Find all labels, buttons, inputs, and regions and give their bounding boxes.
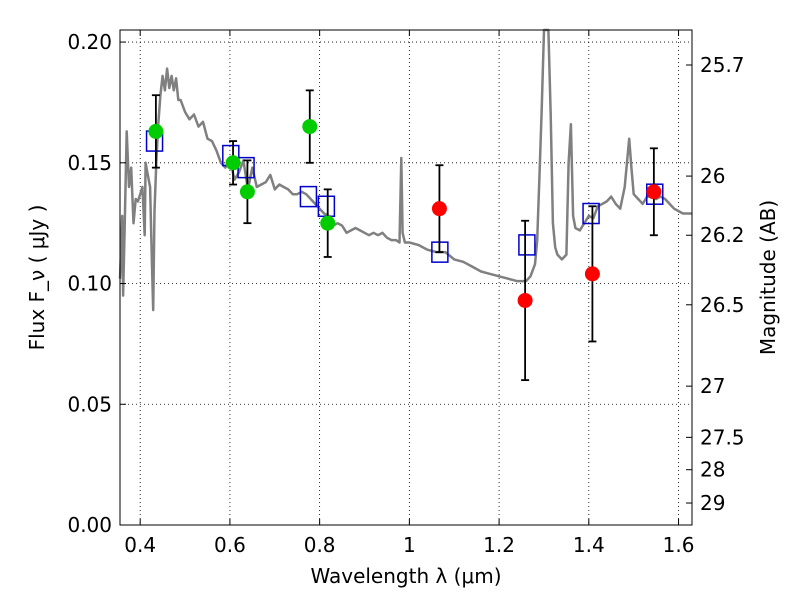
model-box-point <box>317 195 336 218</box>
y-tick-label: 0.00 <box>67 513 112 537</box>
right-tick-label: 25.7 <box>700 53 745 77</box>
right-tick-label: 27 <box>700 374 725 398</box>
right-tick-label: 27.5 <box>700 425 745 449</box>
x-tick-label: 1.2 <box>483 533 515 557</box>
y-tick-label: 0.20 <box>67 30 112 54</box>
right-axis-label: Magnitude (AB) <box>756 200 780 355</box>
observed-point <box>646 184 662 200</box>
right-tick-label: 26 <box>700 164 725 188</box>
x-tick-label: 1.6 <box>663 533 695 557</box>
right-tick-label: 28 <box>700 458 725 482</box>
y-tick-label: 0.15 <box>67 151 112 175</box>
y-axis-label: Flux F_ν ( μJy ) <box>25 205 49 351</box>
right-tick-label: 29 <box>700 491 725 515</box>
right-tick-label: 26.5 <box>700 293 745 317</box>
x-tick-label: 1 <box>403 533 416 557</box>
axis-ticks: 0.4 0.6 0.8 1 1.2 1.4 1.6 0.00 0.05 0.10 0.15 0.20 2… <box>67 30 745 557</box>
observed-point <box>225 155 241 171</box>
spectrum-line <box>118 28 692 312</box>
observed-point <box>431 201 447 217</box>
model-box-point <box>582 202 600 225</box>
grid-lines <box>120 30 692 525</box>
marker-series <box>145 89 664 382</box>
right-tick-label: 26.2 <box>700 223 745 247</box>
observed-point <box>148 123 164 139</box>
y-tick-label: 0.05 <box>67 392 112 416</box>
observed-point <box>320 215 336 231</box>
spectrum-series <box>118 28 692 312</box>
model-box-point <box>299 185 318 208</box>
observed-point <box>584 266 600 282</box>
x-tick-label: 1.4 <box>573 533 605 557</box>
x-axis-label: Wavelength λ (μm) <box>310 564 501 588</box>
observed-point <box>302 119 318 135</box>
x-tick-label: 0.6 <box>214 533 246 557</box>
y-tick-label: 0.10 <box>67 272 112 296</box>
observed-point <box>239 184 255 200</box>
x-tick-label: 0.8 <box>304 533 336 557</box>
model-box-point <box>518 234 536 256</box>
x-tick-label: 0.4 <box>124 533 156 557</box>
plot-frame <box>119 29 693 526</box>
observed-point <box>517 292 533 308</box>
